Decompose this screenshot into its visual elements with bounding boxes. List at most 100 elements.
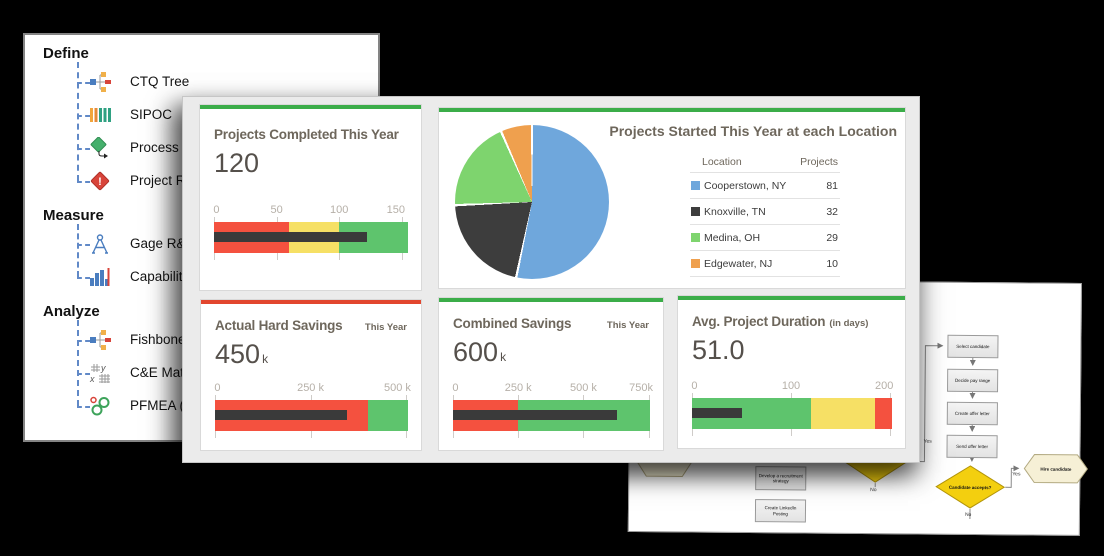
axis-tick-label: 0 xyxy=(213,204,220,216)
svg-text:!: ! xyxy=(98,176,102,188)
panel-qualifier: This Year xyxy=(364,322,407,333)
menu-item-label: Gage R&R xyxy=(130,236,196,251)
menu-item-label: Fishbone xyxy=(130,332,186,347)
flowchart-terminator-hire-candidate[interactable]: Hire candidate xyxy=(1023,453,1088,484)
axis-tick-label: 0 xyxy=(452,382,459,394)
tree-branch xyxy=(77,243,90,246)
flowchart-box-select-candidate[interactable]: Select candidate xyxy=(947,334,999,359)
pfmea-icon xyxy=(89,395,111,417)
flowchart-box-label: Create offer letter xyxy=(954,410,990,416)
axis-tick-label: 500 k xyxy=(384,382,411,394)
menu-item-project-risk[interactable]: ! Project R xyxy=(43,164,378,197)
bullet-track xyxy=(692,393,892,436)
fishbone-icon xyxy=(89,329,111,351)
menu-item-process-map[interactable]: Process M xyxy=(43,131,378,164)
menu-section-items: Gage R&R Capability xyxy=(43,224,378,293)
axis-tick-label: 500 k xyxy=(569,382,597,394)
pie-legend: Location Projects Cooperstown, NY 81 Knoxv… xyxy=(690,152,840,277)
tree-branch xyxy=(77,81,90,84)
bullet-measure-bar xyxy=(453,410,618,420)
legend-label: Edgewater, NJ xyxy=(704,257,773,270)
panel-projects-completed: Projects Completed This Year 120 0 50 100 1… xyxy=(199,104,422,291)
flowchart-label-no-accepts: No xyxy=(964,511,972,518)
panel-status-bar xyxy=(439,108,905,112)
menu-section-title: Define xyxy=(43,45,89,62)
legend-row: Edgewater, NJ 10 xyxy=(690,251,840,277)
menu-item-fishbone[interactable]: Fishbone xyxy=(43,323,378,356)
axis-tick-label: 250 k xyxy=(297,382,324,394)
flowchart-box-send-offer-letter[interactable]: Send offer letter xyxy=(946,434,998,459)
flowchart-box-create-offer-letter[interactable]: Create offer letter xyxy=(946,401,998,426)
menu-item-capability[interactable]: Capability xyxy=(43,260,378,293)
legend-swatch xyxy=(691,207,700,216)
tree-branch xyxy=(77,147,90,150)
panel-status-bar xyxy=(200,105,421,109)
menu-item-label: CTQ Tree xyxy=(130,74,190,89)
panel-status-bar xyxy=(439,298,663,302)
flowchart-box-label: Create LinkedIn Posting xyxy=(764,505,797,516)
legend-label: Medina, OH xyxy=(704,231,761,244)
flowchart-box-decide-pay-range[interactable]: Decide pay range xyxy=(947,368,999,393)
ctq-tree-icon xyxy=(89,71,111,93)
flowchart-decision-candidate-accepts[interactable]: Candidate accepts? xyxy=(935,465,1006,510)
bullet-measure-bar xyxy=(215,410,347,420)
tree-branch xyxy=(77,372,90,375)
legend-value: 32 xyxy=(826,205,838,218)
bullet-track xyxy=(453,395,650,438)
bullet-chart-actual-hard-savings: 0 250 k 500 k xyxy=(214,382,411,438)
tree-branch xyxy=(77,114,90,117)
project-risk-icon: ! xyxy=(89,170,111,192)
axis-tick-label: 250 k xyxy=(504,382,532,394)
panel-avg-project-duration: Avg. Project Duration (in days) 51.0 0 10… xyxy=(677,295,906,449)
axis-tick-label: 200 xyxy=(874,380,894,392)
axis-tick-label: 100 xyxy=(329,204,349,216)
flowchart-box-create-posting[interactable]: Create LinkedIn Posting xyxy=(754,499,807,523)
bullet-track xyxy=(215,395,408,438)
panel-actual-hard-savings: Actual Hard Savings This Year 450 k 0 250 … xyxy=(200,299,422,451)
svg-text:x: x xyxy=(89,374,95,384)
panel-value: 450 k xyxy=(215,339,269,369)
menu-item-pfmea[interactable]: PFMEA (P xyxy=(43,389,378,422)
pie-chart xyxy=(455,125,609,279)
svg-text:y: y xyxy=(100,363,106,373)
axis-tick-label: 100 xyxy=(781,380,801,392)
axis-tick-label: 50 xyxy=(270,204,283,216)
bullet-chart-projects-completed: 0 50 100 150 xyxy=(213,204,408,260)
flowchart-box-label: Develop a recruitment strategy xyxy=(758,472,803,484)
menu-item-label: PFMEA (P xyxy=(130,398,194,413)
bullet-zone-red xyxy=(875,398,892,429)
panel-status-bar xyxy=(678,296,905,300)
menu-item-ctq-tree[interactable]: CTQ Tree xyxy=(43,65,378,98)
bullet-zone-green xyxy=(367,400,408,431)
menu-item-sipoc[interactable]: SIPOC xyxy=(43,98,378,131)
panel-title: Actual Hard Savings xyxy=(215,318,343,333)
bullet-chart-avg-project-duration: 0 100 200 xyxy=(691,380,894,436)
legend-swatch xyxy=(691,181,700,190)
panel-qualifier: This Year xyxy=(606,320,649,331)
menu-item-label: SIPOC xyxy=(130,107,173,122)
bullet-measure-bar xyxy=(214,232,367,242)
flowchart-label-yes-hire: Yes xyxy=(1012,471,1021,478)
tree-branch xyxy=(77,180,90,183)
panel-title: Combined Savings xyxy=(453,316,572,331)
legend-label: Cooperstown, NY xyxy=(704,179,787,192)
menu-item-label: Process M xyxy=(130,140,194,155)
legend-header: Location Projects xyxy=(690,152,840,173)
axis-tick-label: 0 xyxy=(691,380,698,392)
flowchart-terminator-label: Hire candidate xyxy=(1040,466,1072,472)
legend-swatch xyxy=(691,233,700,242)
legend-rows: Cooperstown, NY 81 Knoxville, TN 32 Medina, … xyxy=(690,173,840,277)
flowchart-box-label: Decide pay range xyxy=(954,377,991,383)
legend-label: Knoxville, TN xyxy=(704,205,766,218)
flowchart-label-no-found: No xyxy=(870,487,877,494)
bullet-track xyxy=(214,217,408,260)
axis-tick-label: 750k xyxy=(629,382,653,394)
panel-title: Avg. Project Duration xyxy=(692,314,826,329)
legend-row: Medina, OH 29 xyxy=(690,225,840,251)
legend-value: 29 xyxy=(826,231,838,244)
legend-row: Knoxville, TN 32 xyxy=(690,199,840,225)
flowchart-box-develop-strategy[interactable]: Develop a recruitment strategy xyxy=(755,466,807,491)
menu-item-gage-rr[interactable]: Gage R&R xyxy=(43,227,378,260)
menu-item-ce-matrix[interactable]: y x C&E Matrix xyxy=(43,356,378,389)
flowchart-label-yes-loop: Yes xyxy=(923,438,932,445)
